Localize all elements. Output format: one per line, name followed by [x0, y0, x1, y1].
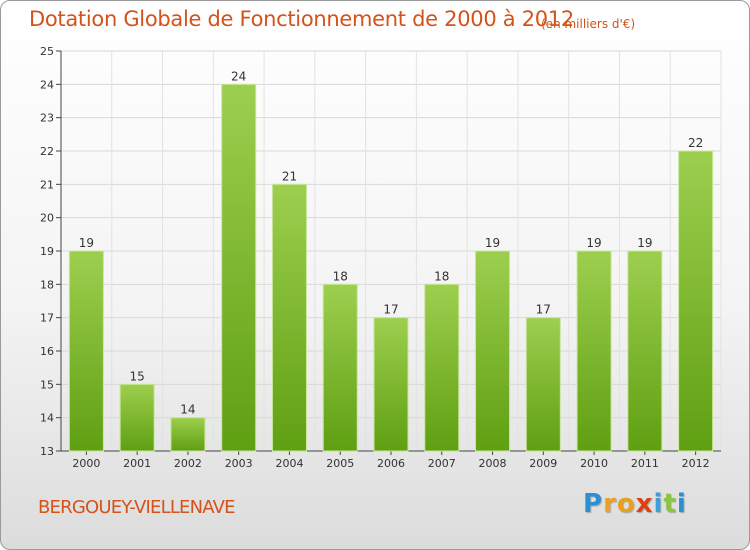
- bar: [119, 383, 155, 452]
- y-tick-label: 21: [40, 178, 54, 191]
- y-tick-label: 20: [40, 212, 54, 225]
- x-tick-label: 2001: [123, 457, 151, 470]
- x-tick-label: 2012: [682, 457, 710, 470]
- data-label: 15: [130, 369, 145, 383]
- data-label: 17: [383, 303, 398, 317]
- data-label: 18: [434, 269, 449, 283]
- x-tick-label: 2007: [428, 457, 456, 470]
- data-label: 14: [180, 403, 195, 417]
- bar: [525, 317, 561, 452]
- logo-letter: o: [616, 489, 636, 519]
- bar: [576, 250, 612, 452]
- y-tick-label: 14: [40, 412, 54, 425]
- bars: [68, 83, 714, 452]
- x-tick-label: 2008: [479, 457, 507, 470]
- logo-letter: x: [635, 489, 654, 519]
- y-tick-label: 17: [40, 312, 54, 325]
- y-tick-label: 18: [40, 278, 54, 291]
- x-tick-label: 2009: [529, 457, 557, 470]
- data-labels: 19 15 14 24 21 18 17 18 19 17 19 19 22: [79, 69, 704, 416]
- y-tick-label: 25: [40, 45, 54, 58]
- proxiti-logo: Proxiti: [583, 489, 687, 519]
- x-tick-label: 2004: [275, 457, 303, 470]
- bar: [373, 317, 409, 452]
- x-tick-label: 2003: [225, 457, 253, 470]
- x-tick-label: 2005: [326, 457, 354, 470]
- logo-letter: r: [603, 489, 617, 519]
- data-label: 19: [637, 236, 652, 250]
- logo-letter: t: [663, 489, 677, 519]
- bar: [627, 250, 663, 452]
- y-tick-label: 23: [40, 112, 54, 125]
- y-tick-label: 13: [40, 445, 54, 458]
- logo-letter: P: [583, 489, 604, 519]
- bar: [170, 417, 206, 452]
- y-tick-label: 24: [40, 78, 54, 91]
- chart-title: Dotation Globale de Fonctionnement de 20…: [29, 7, 574, 31]
- data-label: 19: [586, 236, 601, 250]
- x-tick-label: 2002: [174, 457, 202, 470]
- x-tick-label: 2006: [377, 457, 405, 470]
- chart-unit: (en milliers d'€): [541, 17, 636, 31]
- data-label: 19: [485, 236, 500, 250]
- logo-letter: i: [653, 489, 664, 519]
- bar: [271, 183, 307, 452]
- x-tick-label: 2010: [580, 457, 608, 470]
- bar: [678, 150, 714, 452]
- data-label: 19: [79, 236, 94, 250]
- data-label: 18: [333, 269, 348, 283]
- bar: [424, 283, 460, 452]
- bar: [322, 283, 358, 452]
- data-label: 21: [282, 169, 297, 183]
- y-tick-label: 16: [40, 345, 54, 358]
- data-label: 22: [688, 136, 703, 150]
- data-label: 17: [536, 303, 551, 317]
- logo-letter: i: [676, 489, 687, 519]
- municipality-name: BERGOUEY-VIELLENAVE: [38, 497, 236, 518]
- bar: [221, 83, 257, 452]
- y-tick-label: 19: [40, 245, 54, 258]
- x-tick-label: 2000: [72, 457, 100, 470]
- bar: [68, 250, 104, 452]
- x-tick-label: 2011: [631, 457, 659, 470]
- data-label: 24: [231, 69, 246, 83]
- y-tick-label: 15: [40, 378, 54, 391]
- bar: [475, 250, 511, 452]
- y-tick-label: 22: [40, 145, 54, 158]
